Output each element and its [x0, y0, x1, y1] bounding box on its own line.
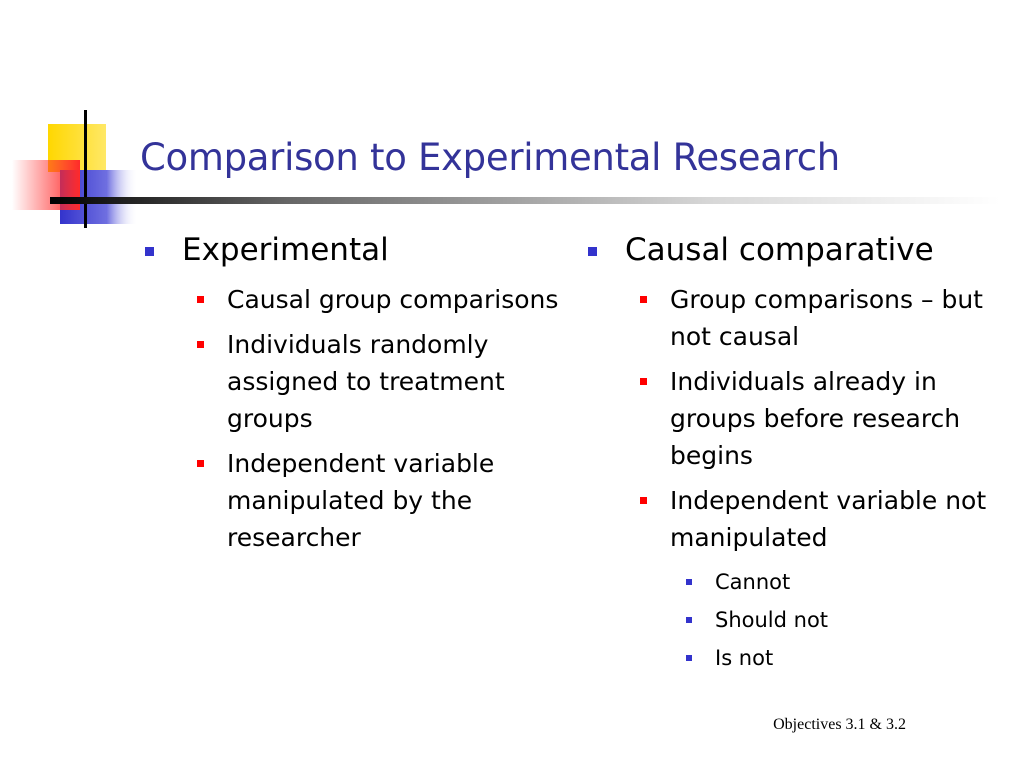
bullet-experimental: Experimental	[145, 228, 575, 272]
sub-sub-bullet: Should not	[678, 602, 1018, 639]
square-bullet-icon	[197, 341, 204, 348]
column-causal-comparative: Causal comparative Group comparisons – b…	[588, 228, 1018, 678]
square-bullet-icon	[640, 497, 647, 504]
sub-bullet-label: Independent variable not manipulated	[670, 486, 987, 552]
sub-bullet-label: Group comparisons – but not causal	[670, 285, 983, 351]
slide-logo-icon	[12, 110, 138, 228]
sub-bullet: Individuals randomly assigned to treatme…	[190, 326, 575, 437]
square-bullet-icon	[640, 296, 647, 303]
sub-bullet-label: Individuals randomly assigned to treatme…	[227, 330, 505, 433]
square-bullet-icon	[588, 247, 597, 256]
bullet-label: Causal comparative	[625, 232, 934, 268]
sub-sub-bullet-label: Should not	[715, 608, 829, 632]
sub-bullet-label: Independent variable manipulated by the …	[227, 449, 495, 552]
sub-sub-bullet: Cannot	[678, 564, 1018, 601]
square-bullet-icon	[686, 617, 692, 623]
sub-bullet: Independent variable not manipulated	[633, 482, 1018, 556]
square-bullet-icon	[197, 460, 204, 467]
bullet-label: Experimental	[182, 232, 389, 268]
sub-bullet-label: Causal group comparisons	[227, 285, 559, 314]
square-bullet-icon	[197, 296, 204, 303]
logo-vertical-line	[84, 110, 87, 228]
sub-bullet: Independent variable manipulated by the …	[190, 445, 575, 556]
square-bullet-icon	[686, 655, 692, 661]
square-bullet-icon	[686, 579, 692, 585]
sub-sub-bullet-label: Is not	[715, 646, 774, 670]
sub-sub-bullet: Is not	[678, 640, 1018, 677]
slide-footer: Objectives 3.1 & 3.2	[773, 716, 906, 733]
square-bullet-icon	[145, 247, 154, 256]
sub-bullet-label: Individuals already in groups before res…	[670, 367, 961, 470]
sub-sub-bullet-label: Cannot	[715, 570, 791, 594]
sub-bullet: Group comparisons – but not causal	[633, 281, 1018, 355]
column-experimental: Experimental Causal group comparisons In…	[145, 228, 575, 564]
bullet-causal-comparative: Causal comparative	[588, 228, 1018, 272]
title-divider	[50, 197, 1000, 204]
sub-bullet: Causal group comparisons	[190, 281, 575, 318]
square-bullet-icon	[640, 378, 647, 385]
sub-bullet: Individuals already in groups before res…	[633, 363, 1018, 474]
slide-title: Comparison to Experimental Research	[140, 136, 840, 179]
